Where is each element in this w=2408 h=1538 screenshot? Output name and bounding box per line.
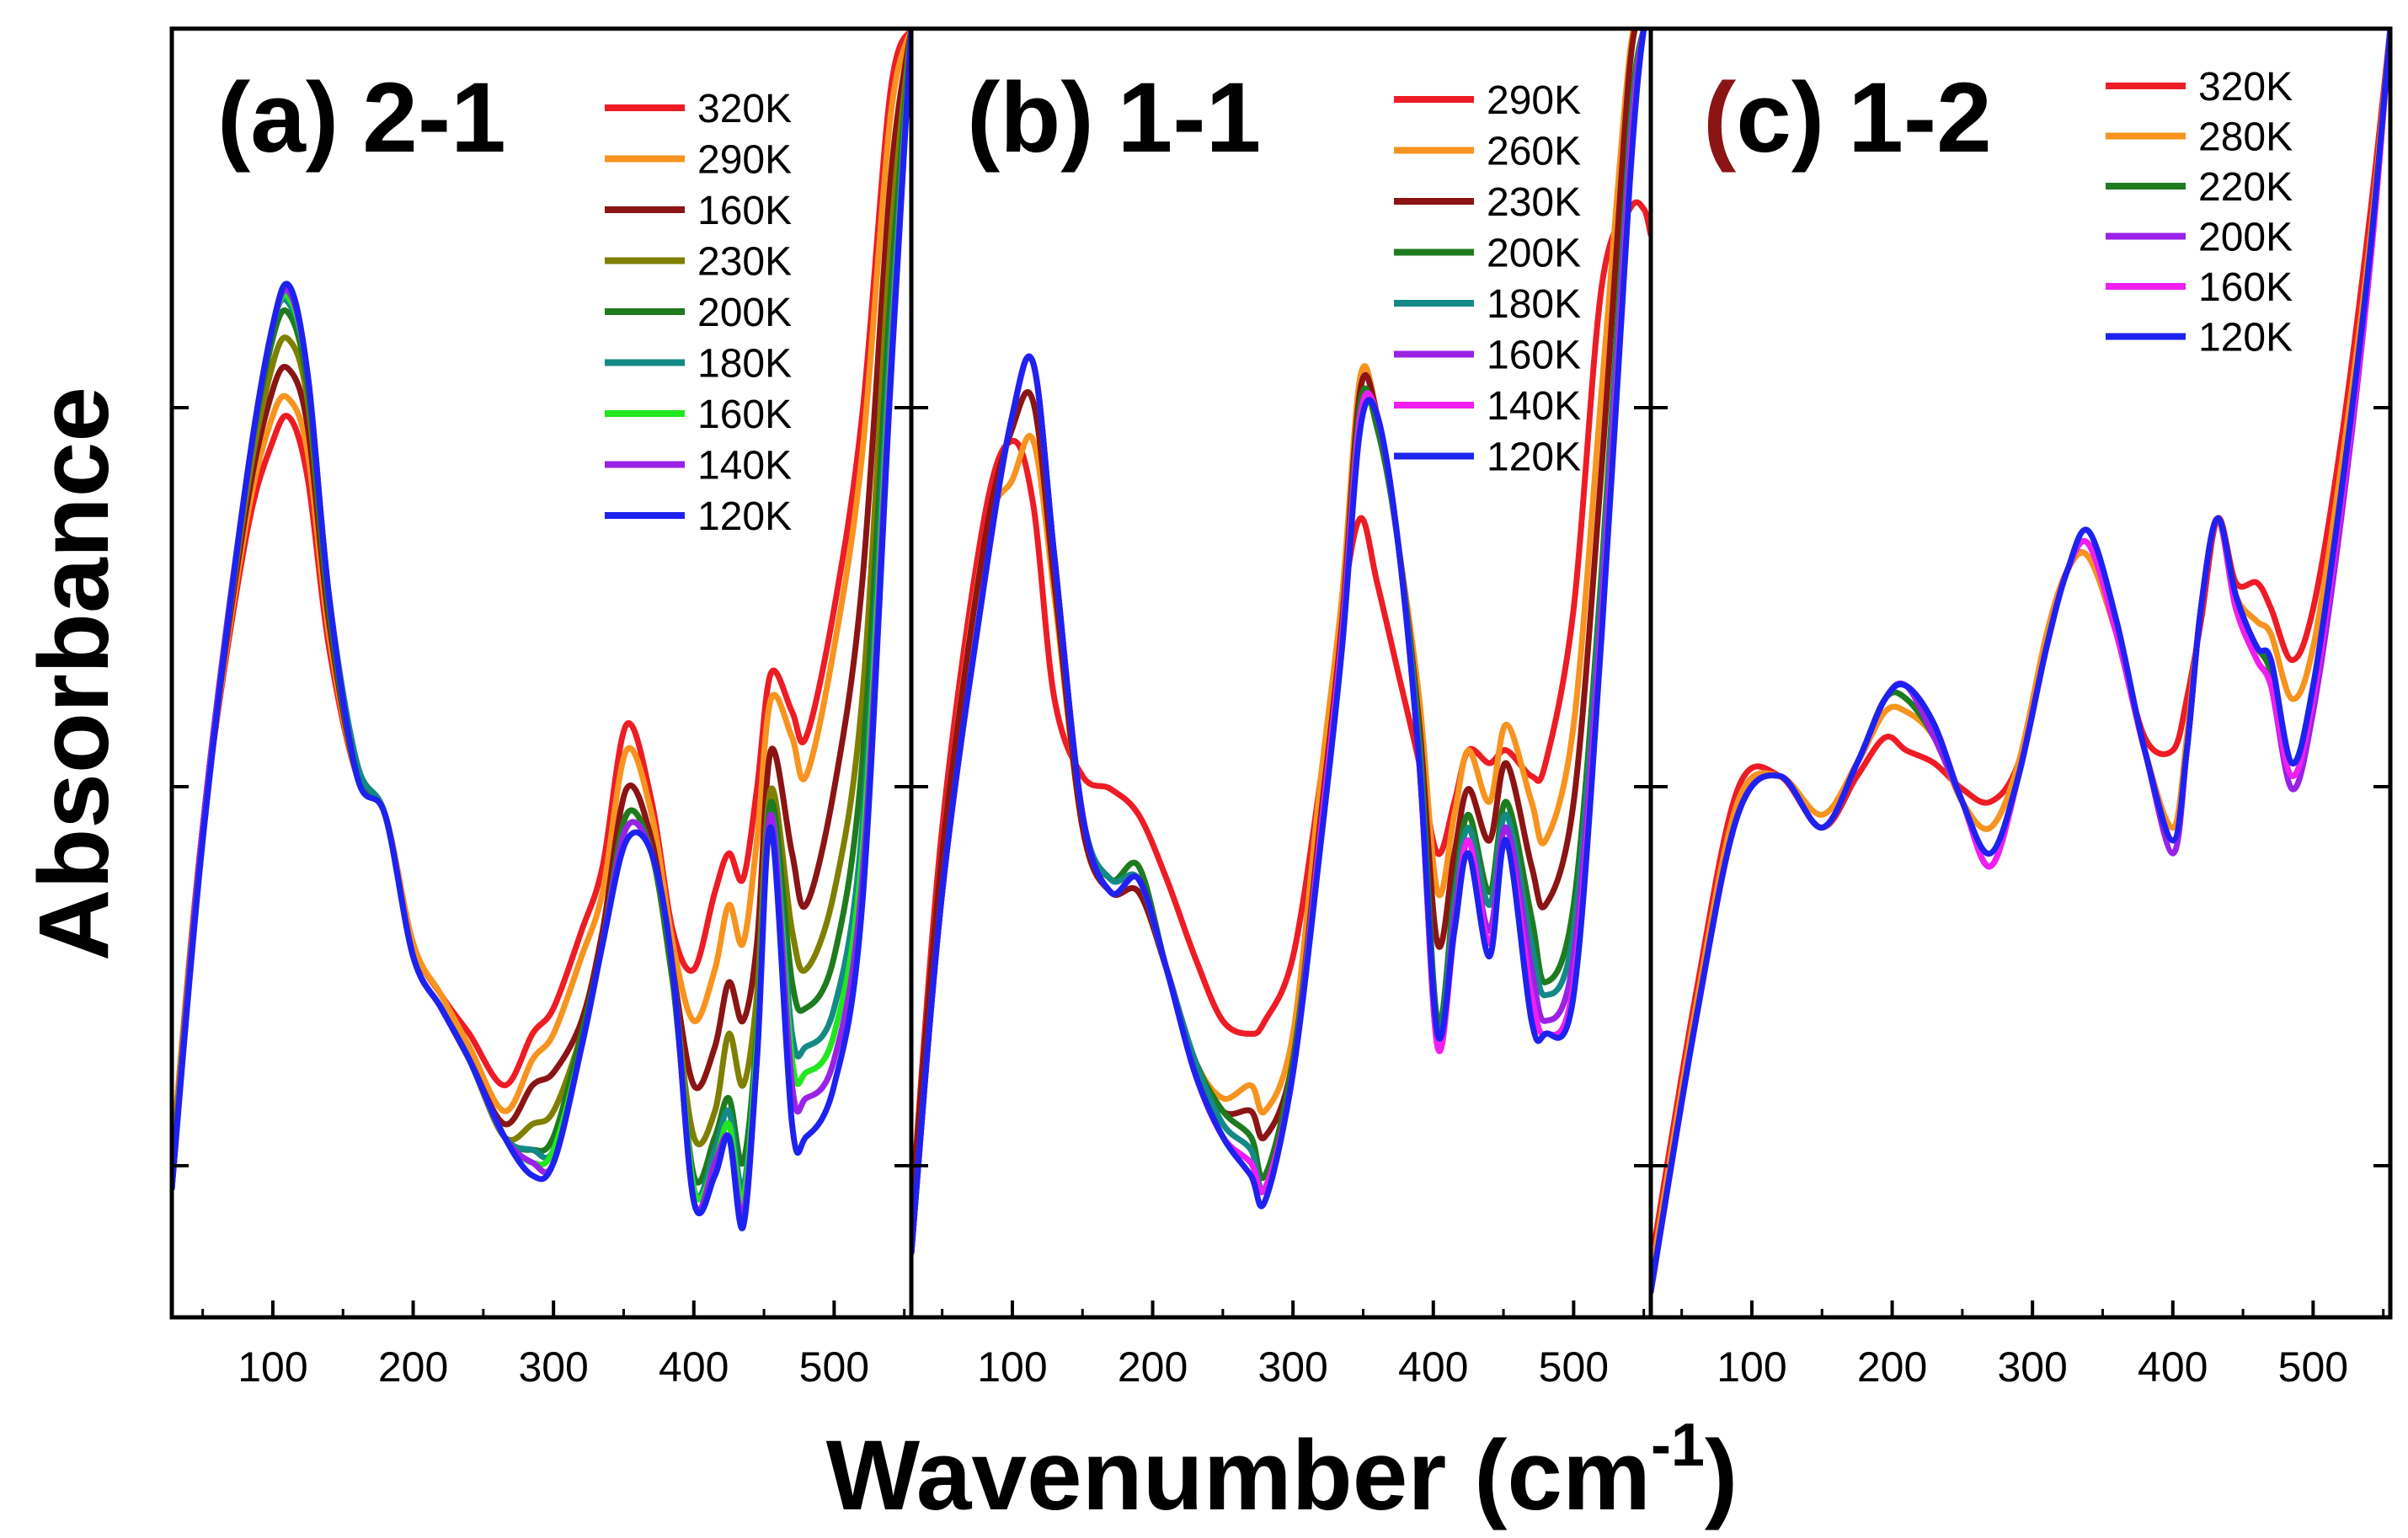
legend-label-c-4: 160K [2198,265,2293,310]
series-line-c-120K-5 [1651,29,2390,1295]
legend-label-a-8: 120K [697,494,792,539]
x-tick-label-a-500: 500 [799,1343,869,1391]
legend-label-b-4: 180K [1487,282,1581,327]
legend-label-b-7: 120K [1487,435,1581,480]
legend-label-c-3: 200K [2198,216,2293,260]
series-line-a-230K-3 [172,29,911,1179]
panel-a-legend: 320K 290K 160K 230K 200K 180K 160K 140K 120K [605,87,792,539]
x-tick-label-a-400: 400 [659,1343,729,1391]
legend-label-a-2: 160K [697,189,792,233]
panel-c-frame [1648,26,2393,1320]
x-tick-label-b-200: 200 [1118,1343,1188,1391]
legend-label-b-1: 260K [1487,130,1581,174]
panel-b-title-name: 1-1 [1118,62,1262,174]
x-tick-label-c-300: 300 [1997,1343,2067,1391]
legend-label-b-3: 200K [1487,232,1581,276]
panel-b-ticks: 100 200 300 400 500 [911,406,1651,1391]
panel-c-legend: 320K 280K 220K 200K 160K 120K [2106,65,2293,360]
legend-label-c-1: 280K [2198,115,2293,160]
x-tick-label-b-100: 100 [977,1343,1047,1391]
panel-c-title-name: 1-2 [1848,62,1992,174]
legend-label-b-2: 230K [1487,180,1581,225]
legend-label-a-1: 290K [697,138,792,183]
x-axis-label-superscript: -1 [1651,1412,1705,1479]
panel-a: 100 200 300 400 500 (a) 2-1 320K 290K 160K 230K 2… [169,26,914,1391]
panel-c: 100 200 300 400 500 (c) 1-2 320K 280K 220K 200K 1… [1648,26,2393,1391]
series-line-a-120K-8 [172,29,911,1231]
panel-b-series [911,29,1651,1256]
x-tick-label-b-500: 500 [1539,1343,1609,1391]
legend-label-a-0: 320K [697,87,792,131]
panel-a-title: (a) 2-1 [217,62,506,174]
x-tick-label-b-300: 300 [1257,1343,1327,1391]
legend-label-b-6: 140K [1487,384,1581,429]
legend-label-b-5: 160K [1487,334,1581,378]
legend-label-c-5: 120K [2198,316,2293,360]
panel-a-title-name: 2-1 [362,62,506,174]
legend-label-a-3: 230K [697,240,792,285]
y-axis-label: Absorbance [19,387,130,961]
panel-a-ticks: 100 200 300 400 500 [172,406,911,1391]
x-tick-label-a-200: 200 [378,1343,448,1391]
panel-a-title-prefix: (a) [217,62,339,174]
legend-label-a-5: 180K [697,342,792,387]
series-line-a-160K-2 [172,29,911,1179]
panel-a-series [172,29,911,1231]
panel-b: 100 200 300 400 500 (b) 1-1 290K 260K 230K 200K 1… [909,26,1653,1391]
panel-b-legend: 290K 260K 230K 200K 180K 160K 140K 120K [1394,78,1581,480]
legend-label-c-2: 220K [2198,165,2293,210]
x-tick-label-c-500: 500 [2278,1343,2348,1391]
panel-b-title: (b) 1-1 [967,62,1261,174]
series-line-a-140K-7 [172,29,911,1219]
x-tick-label-c-100: 100 [1717,1343,1786,1391]
x-axis-label-close: ) [1705,1420,1738,1531]
panel-c-title: (c) 1-2 [1703,62,1992,174]
series-line-a-290K-1 [172,29,911,1166]
series-line-a-200K-4 [172,29,911,1192]
panel-b-title-prefix: (b) [967,62,1094,174]
x-axis-label-main: Wavenumber (cm [826,1420,1651,1531]
legend-label-a-4: 200K [697,291,792,335]
x-tick-label-c-200: 200 [1857,1343,1927,1391]
panel-c-ticks: 100 200 300 400 500 [1651,406,2390,1391]
panel-c-series [1651,29,2390,1295]
legend-label-c-0: 320K [2198,65,2293,109]
legend-label-a-7: 140K [697,444,792,489]
series-line-c-320K-0 [1651,29,2390,1269]
panel-c-title-prefix: (c) [1703,62,1824,174]
legend-label-b-0: 290K [1487,78,1581,123]
x-tick-label-a-100: 100 [238,1343,307,1391]
legend-label-a-6: 160K [697,393,792,437]
x-tick-label-c-400: 400 [2138,1343,2208,1391]
series-line-a-320K-0 [172,29,911,1166]
x-tick-label-b-400: 400 [1398,1343,1468,1391]
x-tick-label-a-300: 300 [518,1343,588,1391]
panel-c-title-letter: c) [1736,62,1824,174]
x-axis-label: Wavenumber (cm-1) [826,1412,1738,1531]
series-line-b-120K-7 [911,29,1651,1256]
panel-c-title-paren: ( [1703,62,1737,174]
